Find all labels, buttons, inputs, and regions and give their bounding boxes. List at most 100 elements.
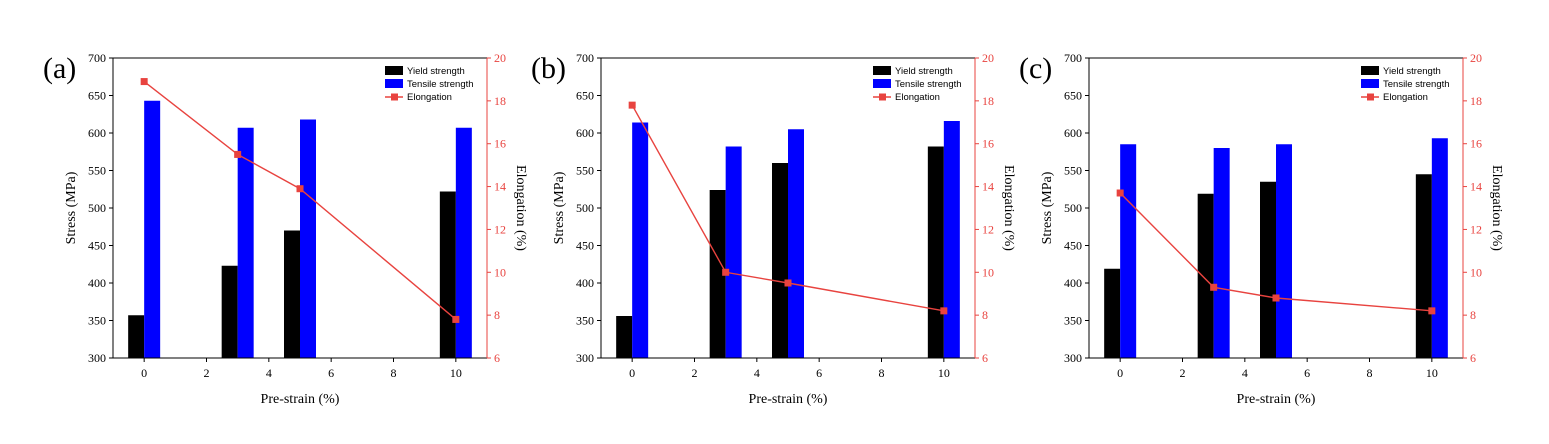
tensile-bar-0	[632, 122, 649, 358]
legend-label-1: Tensile strength	[895, 79, 962, 90]
x-tick-label: 0	[629, 366, 635, 380]
y-tick-label: 600	[1064, 126, 1082, 140]
elongation-point-3	[722, 268, 730, 276]
y-tick-label: 650	[88, 89, 106, 103]
legend: Yield strength Tensile strength Elongation	[1361, 66, 1450, 103]
y2-axis-title: Elongation (%)	[513, 165, 528, 251]
yield-bar-3	[1197, 193, 1214, 358]
y-tick-label: 550	[1064, 164, 1082, 178]
panel-a: (a) 300 350 400 450 500 550 600 650 700 6 8 10 12 14 16…	[43, 51, 528, 407]
x-axis-title: Pre-strain (%)	[261, 392, 340, 407]
legend-label-2: Elongation	[895, 92, 940, 103]
y-tick-label: 700	[1064, 51, 1082, 65]
y-tick-label: 300	[1064, 351, 1082, 365]
legend-label-1: Tensile strength	[1383, 79, 1450, 90]
legend-swatch-marker	[1367, 93, 1374, 101]
y-tick-label: 700	[88, 51, 106, 65]
legend: Yield strength Tensile strength Elongation	[873, 66, 962, 103]
x-tick-label: 2	[1180, 366, 1186, 380]
y2-tick-label: 6	[982, 351, 988, 365]
y-tick-label: 500	[88, 201, 106, 215]
elongation-point-0	[140, 78, 148, 86]
yield-bar-10	[439, 191, 456, 358]
elongation-point-10	[940, 307, 948, 315]
y-axis-title: Stress (MPa)	[552, 171, 567, 244]
y2-tick-label: 6	[494, 351, 500, 365]
yield-bar-0	[1104, 268, 1121, 358]
y-axis-title: Stress (MPa)	[1040, 171, 1055, 244]
y2-axis-title: Elongation (%)	[1001, 165, 1016, 251]
y2-tick-label: 16	[494, 137, 506, 151]
legend-swatch-1	[873, 79, 891, 88]
elongation-line	[631, 104, 944, 312]
legend-swatch-1	[385, 79, 403, 88]
tensile-bar-3	[1213, 148, 1230, 358]
x-tick-label: 8	[391, 366, 397, 380]
legend-swatch-0	[873, 66, 891, 75]
y2-tick-label: 20	[982, 51, 994, 65]
y-tick-label: 400	[88, 276, 106, 290]
legend: Yield strength Tensile strength Elongation	[385, 66, 474, 103]
y-tick-label: 450	[88, 239, 106, 253]
elongation-point-0	[1116, 189, 1124, 197]
tensile-bar-10	[943, 121, 960, 358]
y2-tick-label: 6	[1470, 351, 1476, 365]
elongation-point-5	[1272, 294, 1280, 302]
y2-tick-label: 18	[982, 94, 994, 108]
yield-bar-5	[1260, 181, 1276, 358]
x-tick-label: 4	[266, 366, 272, 380]
x-tick-label: 10	[938, 366, 950, 380]
y2-tick-label: 14	[982, 180, 994, 194]
x-tick-label: 6	[1304, 366, 1310, 380]
y2-tick-label: 16	[1470, 137, 1482, 151]
y2-tick-label: 10	[982, 265, 994, 279]
tensile-bar-3	[725, 146, 742, 358]
y2-tick-label: 14	[494, 180, 506, 194]
yield-bar-0	[616, 316, 633, 358]
y2-tick-label: 18	[494, 94, 506, 108]
y-tick-label: 600	[576, 126, 594, 140]
y-tick-label: 400	[1064, 276, 1082, 290]
y2-tick-label: 10	[1470, 265, 1482, 279]
panel-label: (b)	[531, 52, 566, 85]
tensile-bar-0	[1120, 144, 1137, 358]
elongation-point-10	[1428, 307, 1436, 315]
y-tick-label: 650	[1064, 89, 1082, 103]
tensile-bar-5	[300, 119, 316, 358]
tensile-bar-0	[144, 100, 161, 358]
x-tick-label: 4	[754, 366, 760, 380]
yield-bar-3	[709, 190, 726, 358]
y2-tick-label: 8	[494, 308, 500, 322]
x-axis-title: Pre-strain (%)	[749, 392, 828, 407]
elongation-line	[143, 81, 457, 320]
elongation-point-5	[296, 185, 304, 193]
y2-tick-label: 12	[494, 222, 506, 236]
legend-label-0: Yield strength	[895, 66, 953, 77]
y-tick-label: 450	[1064, 239, 1082, 253]
y2-tick-label: 14	[1470, 180, 1482, 194]
y2-tick-label: 12	[982, 222, 994, 236]
x-tick-label: 8	[879, 366, 885, 380]
x-tick-label: 10	[1426, 366, 1438, 380]
yield-bar-10	[1415, 174, 1432, 358]
y-tick-label: 500	[576, 201, 594, 215]
y2-tick-label: 20	[1470, 51, 1482, 65]
panel-label: (c)	[1019, 52, 1052, 85]
x-tick-label: 8	[1367, 366, 1373, 380]
x-tick-label: 2	[692, 366, 698, 380]
x-tick-label: 2	[204, 366, 210, 380]
y-tick-label: 700	[576, 51, 594, 65]
y-tick-label: 350	[88, 314, 106, 328]
legend-label-0: Yield strength	[1383, 66, 1441, 77]
yield-bar-3	[221, 265, 238, 358]
panel-c: (c) 300 350 400 450 500 550 600 650 700 6 8 10 12 14 16…	[1019, 51, 1504, 407]
elongation-point-3	[1210, 283, 1218, 291]
y-tick-label: 400	[576, 276, 594, 290]
y2-tick-label: 16	[982, 137, 994, 151]
x-tick-label: 6	[816, 366, 822, 380]
x-tick-label: 10	[450, 366, 462, 380]
y-tick-label: 300	[88, 351, 106, 365]
elongation-line	[1119, 192, 1432, 312]
tensile-bar-10	[1431, 138, 1448, 358]
